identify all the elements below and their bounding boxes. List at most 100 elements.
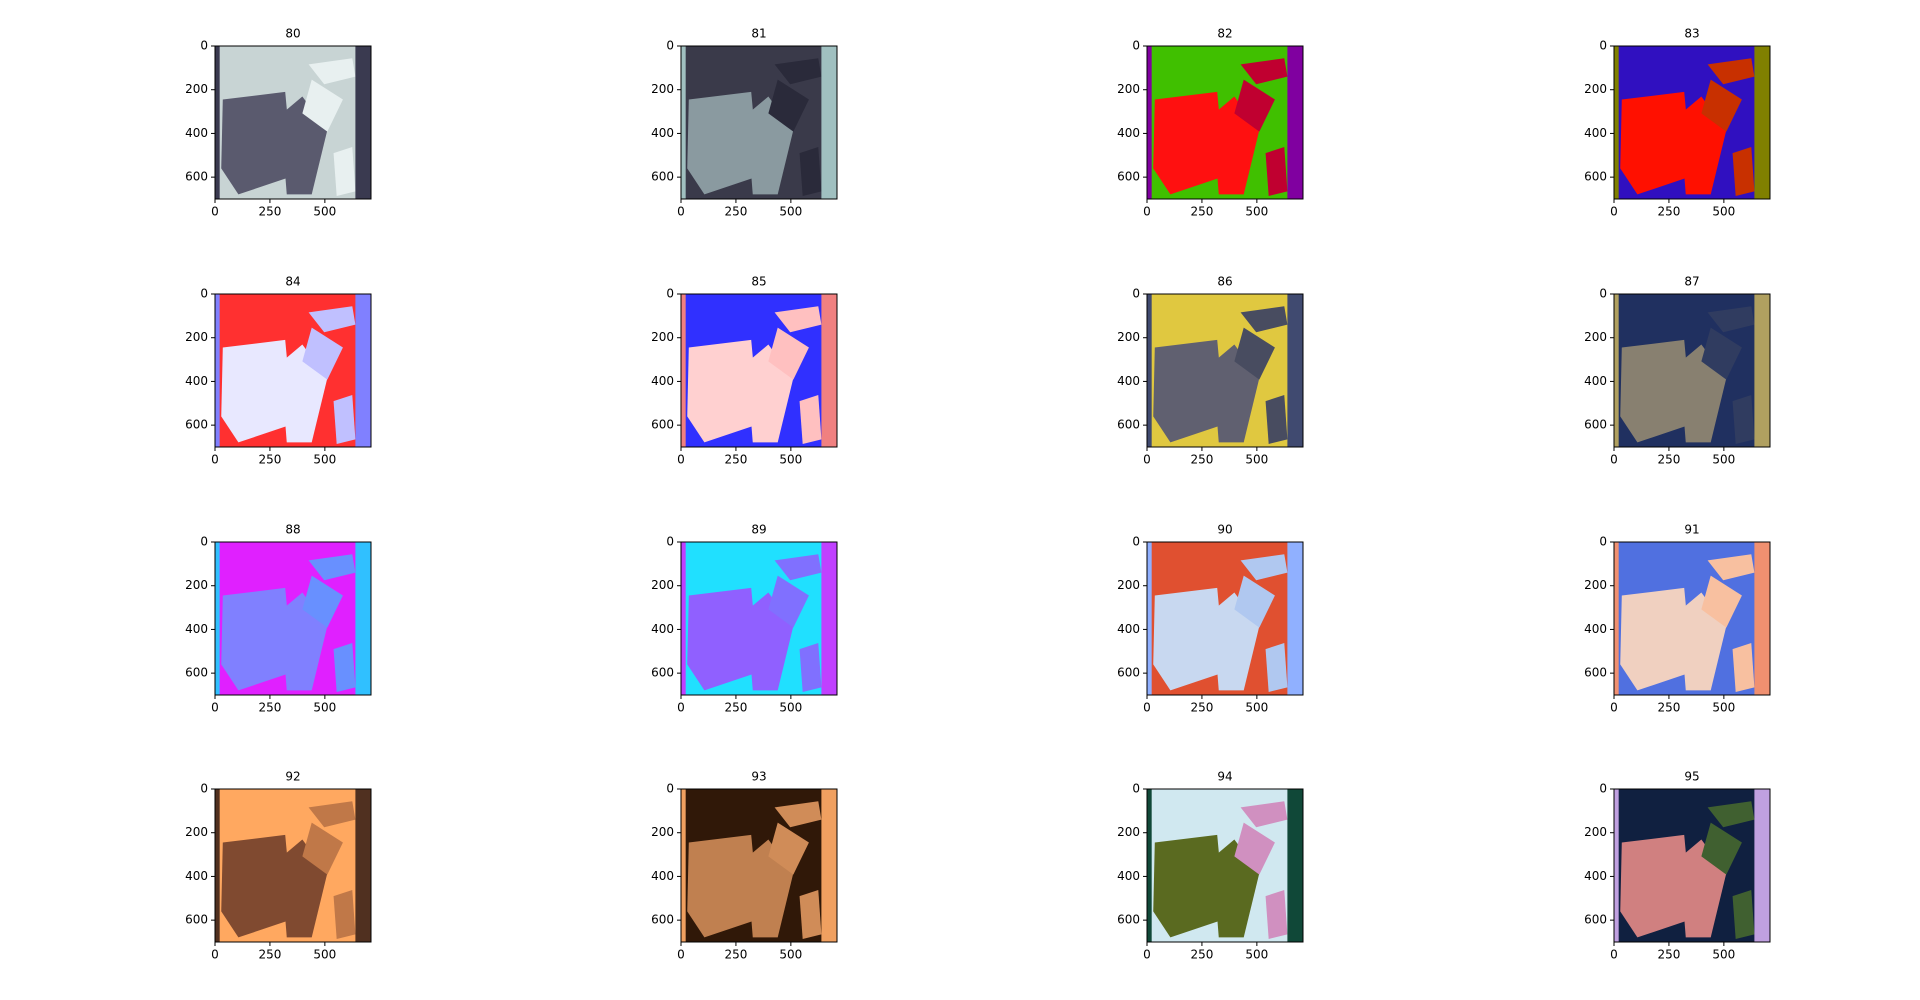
image	[1147, 542, 1303, 695]
y-tick-label: 600	[1117, 666, 1140, 680]
field	[1153, 339, 1225, 443]
subplot-title: 81	[751, 27, 766, 41]
y-tick-label: 600	[1584, 666, 1607, 680]
field	[1701, 575, 1742, 628]
image	[215, 542, 371, 695]
field	[221, 587, 293, 691]
field	[1153, 587, 1225, 691]
x-tick-label: 0	[1143, 205, 1151, 219]
field	[302, 327, 343, 380]
y-tick-label: 0	[1599, 782, 1607, 796]
field	[1234, 575, 1275, 628]
x-tick-label: 250	[258, 701, 281, 715]
image	[681, 789, 837, 942]
field	[768, 575, 809, 628]
field	[1234, 79, 1275, 132]
y-tick-label: 400	[1117, 126, 1140, 140]
subplot-title: 89	[751, 523, 766, 537]
x-tick-label: 0	[211, 948, 219, 962]
x-tick-label: 500	[779, 701, 802, 715]
field	[1732, 146, 1755, 196]
x-tick-label: 250	[724, 205, 747, 219]
field	[308, 801, 356, 828]
edge-strip	[355, 294, 371, 447]
field	[687, 587, 759, 691]
field	[1620, 587, 1692, 691]
y-tick-label: 0	[200, 782, 208, 796]
y-tick-label: 600	[1117, 418, 1140, 432]
subplot-title: 84	[285, 275, 300, 289]
field	[799, 146, 822, 196]
y-tick-label: 0	[666, 535, 674, 549]
edge-strip	[681, 46, 686, 199]
edge-strip	[1147, 542, 1152, 695]
field	[774, 801, 822, 828]
y-tick-label: 200	[1117, 330, 1140, 344]
edge-strip	[681, 789, 686, 942]
x-tick-label: 500	[1712, 948, 1735, 962]
field	[799, 642, 822, 692]
subplot-title: 90	[1217, 523, 1232, 537]
y-tick-label: 200	[1584, 330, 1607, 344]
edge-strip	[1614, 789, 1619, 942]
field	[687, 339, 759, 443]
edge-strip	[1147, 789, 1152, 942]
x-tick-label: 500	[1245, 701, 1268, 715]
edge-strip	[821, 46, 837, 199]
y-tick-label: 0	[1132, 39, 1140, 53]
y-tick-label: 0	[1132, 287, 1140, 301]
x-tick-label: 250	[1657, 948, 1680, 962]
subplot-title: 85	[751, 275, 766, 289]
image	[1614, 46, 1770, 199]
y-tick-label: 600	[1117, 913, 1140, 927]
field	[1732, 394, 1755, 444]
y-tick-label: 200	[1584, 825, 1607, 839]
field	[221, 339, 293, 443]
field	[1153, 834, 1225, 938]
y-tick-label: 200	[651, 82, 674, 96]
axes-frame	[214, 541, 372, 696]
field	[774, 306, 822, 333]
y-tick-label: 600	[1584, 418, 1607, 432]
field	[1265, 394, 1288, 444]
edge-strip	[1147, 294, 1152, 447]
subplot-title: 80	[285, 27, 300, 41]
field	[1620, 834, 1692, 938]
axes-frame	[680, 45, 838, 200]
edge-strip	[681, 542, 686, 695]
field	[768, 327, 809, 380]
x-tick-label: 0	[1143, 948, 1151, 962]
edge-strip	[1287, 46, 1303, 199]
x-tick-label: 0	[677, 948, 685, 962]
y-tick-label: 0	[1599, 39, 1607, 53]
field	[799, 394, 822, 444]
field	[1620, 91, 1692, 195]
edge-strip	[1754, 542, 1770, 695]
subplot-title: 92	[285, 770, 300, 784]
field	[308, 58, 356, 85]
field	[308, 306, 356, 333]
subplot-title: 86	[1217, 275, 1232, 289]
image	[215, 294, 371, 447]
y-tick-label: 400	[1584, 126, 1607, 140]
edge-strip	[215, 542, 220, 695]
x-tick-label: 250	[1657, 205, 1680, 219]
y-tick-label: 0	[666, 39, 674, 53]
edge-strip	[1287, 294, 1303, 447]
y-tick-label: 600	[651, 418, 674, 432]
y-tick-label: 200	[185, 578, 208, 592]
field	[1707, 306, 1755, 333]
y-tick-label: 200	[651, 578, 674, 592]
field	[1707, 801, 1755, 828]
axes-frame	[1146, 293, 1304, 448]
y-tick-label: 600	[1584, 170, 1607, 184]
field	[1265, 642, 1288, 692]
y-tick-label: 200	[1117, 578, 1140, 592]
x-tick-label: 500	[1712, 205, 1735, 219]
edge-strip	[215, 789, 220, 942]
image	[1147, 294, 1303, 447]
field	[1265, 146, 1288, 196]
edge-strip	[821, 789, 837, 942]
field	[1234, 822, 1275, 875]
x-tick-label: 0	[211, 453, 219, 467]
